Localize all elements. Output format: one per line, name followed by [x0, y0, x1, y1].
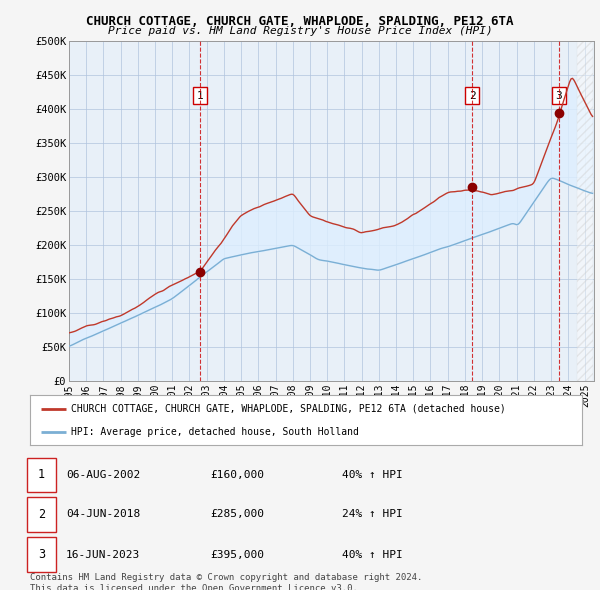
Text: 3: 3 [38, 548, 45, 561]
Text: 24% ↑ HPI: 24% ↑ HPI [342, 510, 403, 519]
Text: 3: 3 [556, 91, 562, 100]
Text: 40% ↑ HPI: 40% ↑ HPI [342, 470, 403, 480]
Text: Price paid vs. HM Land Registry's House Price Index (HPI): Price paid vs. HM Land Registry's House … [107, 26, 493, 36]
Text: £160,000: £160,000 [210, 470, 264, 480]
Text: 2: 2 [38, 508, 45, 521]
Text: 04-JUN-2018: 04-JUN-2018 [66, 510, 140, 519]
Text: £395,000: £395,000 [210, 550, 264, 559]
Text: Contains HM Land Registry data © Crown copyright and database right 2024.
This d: Contains HM Land Registry data © Crown c… [30, 573, 422, 590]
Text: CHURCH COTTAGE, CHURCH GATE, WHAPLODE, SPALDING, PE12 6TA: CHURCH COTTAGE, CHURCH GATE, WHAPLODE, S… [86, 15, 514, 28]
Text: £285,000: £285,000 [210, 510, 264, 519]
Text: 1: 1 [196, 91, 203, 100]
Text: CHURCH COTTAGE, CHURCH GATE, WHAPLODE, SPALDING, PE12 6TA (detached house): CHURCH COTTAGE, CHURCH GATE, WHAPLODE, S… [71, 404, 506, 414]
Text: 06-AUG-2002: 06-AUG-2002 [66, 470, 140, 480]
Text: 2: 2 [469, 91, 476, 100]
Text: 1: 1 [38, 468, 45, 481]
Text: 40% ↑ HPI: 40% ↑ HPI [342, 550, 403, 559]
Text: 16-JUN-2023: 16-JUN-2023 [66, 550, 140, 559]
Text: HPI: Average price, detached house, South Holland: HPI: Average price, detached house, Sout… [71, 427, 359, 437]
